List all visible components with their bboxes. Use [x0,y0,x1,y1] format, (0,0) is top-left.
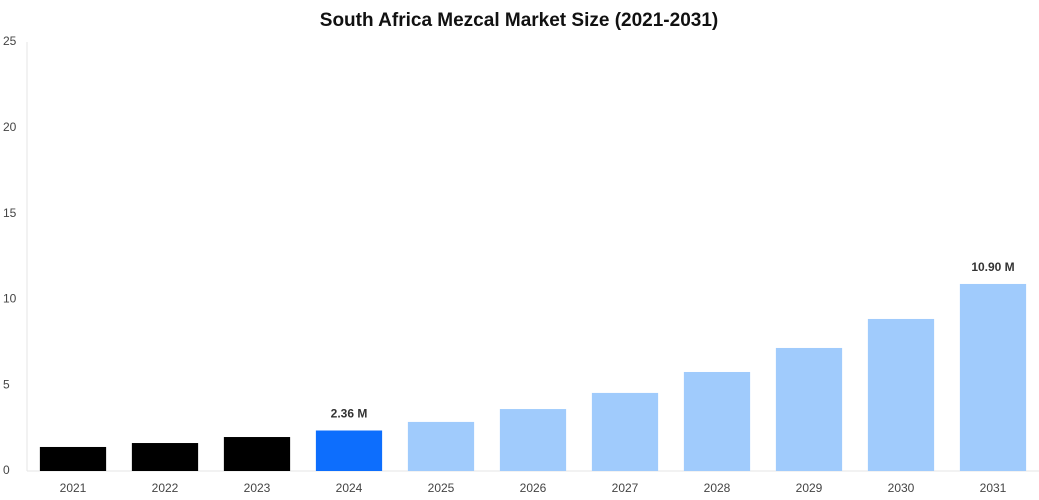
y-tick-label: 20 [3,120,17,134]
y-tick-label: 0 [3,463,10,477]
y-tick-label: 5 [3,377,10,391]
bar [315,430,383,471]
x-tick-label: 2031 [980,481,1007,495]
bar [223,437,291,471]
x-tick-label: 2024 [336,481,363,495]
bar [867,318,935,471]
x-tick-label: 2028 [704,481,731,495]
x-tick-label: 2025 [428,481,455,495]
y-tick-label: 10 [3,292,17,306]
bar [499,409,567,471]
x-tick-label: 2021 [60,481,87,495]
bar [591,392,659,471]
bar [959,283,1027,471]
x-tick-label: 2026 [520,481,547,495]
y-tick-label: 25 [3,34,17,48]
x-tick-label: 2023 [244,481,271,495]
y-tick-label: 15 [3,206,17,220]
bar [131,443,199,471]
x-tick-label: 2030 [888,481,915,495]
bar [407,421,475,471]
bar [683,371,751,471]
value-label: 2.36 M [331,407,368,421]
x-tick-label: 2029 [796,481,823,495]
value-label: 10.90 M [971,260,1014,274]
chart-title: South Africa Mezcal Market Size (2021-20… [320,10,718,31]
bar [775,347,843,471]
x-tick-label: 2022 [152,481,179,495]
bar [39,446,107,471]
x-tick-label: 2027 [612,481,639,495]
